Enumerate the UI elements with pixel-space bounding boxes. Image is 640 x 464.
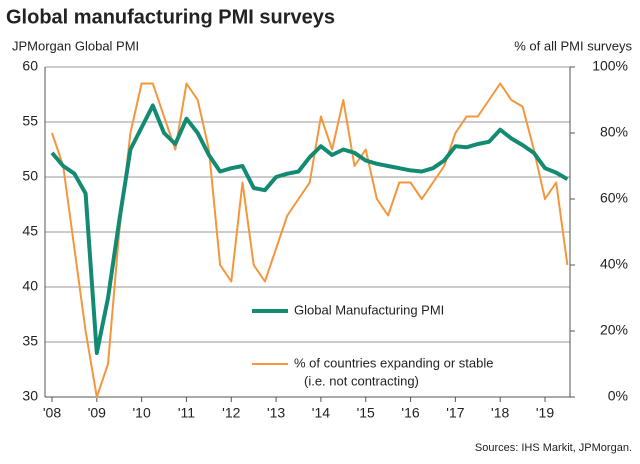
x-tick-label: '19 <box>536 405 554 421</box>
y-tick-label: 45 <box>22 223 38 239</box>
x-tick-label: '18 <box>491 405 509 421</box>
x-tick-label: '09 <box>88 405 106 421</box>
y-tick-label: 60 <box>22 58 38 74</box>
y-tick-label: 55 <box>22 113 38 129</box>
y2-tick-label: 60% <box>600 190 628 206</box>
legend-note: (i.e. not contracting) <box>304 373 419 388</box>
y2-tick-label: 80% <box>600 124 628 140</box>
y-tick-label: 35 <box>22 333 38 349</box>
x-tick-label: '08 <box>43 405 61 421</box>
y2-tick-label: 100% <box>592 58 628 74</box>
x-tick-label: '13 <box>267 405 285 421</box>
x-tick-label: '15 <box>357 405 375 421</box>
y2-tick-label: 0% <box>608 388 628 404</box>
y-tick-label: 30 <box>22 388 38 404</box>
series-line <box>51 82 569 398</box>
y2-tick-label: 20% <box>600 322 628 338</box>
series-line <box>50 103 569 355</box>
legend-label: % of countries expanding or stable <box>294 355 493 370</box>
x-tick-label: '16 <box>401 405 419 421</box>
y2-axis-label: % of all PMI surveys <box>514 38 632 53</box>
x-tick-label: '14 <box>312 405 330 421</box>
y-axis-label: JPMorgan Global PMI <box>12 38 139 53</box>
x-tick-label: '11 <box>178 405 195 421</box>
legend-label: Global Manufacturing PMI <box>294 302 444 317</box>
x-tick-label: '17 <box>446 405 464 421</box>
chart-title: Global manufacturing PMI surveys <box>6 6 335 28</box>
y-tick-label: 40 <box>22 278 38 294</box>
x-tick-label: '10 <box>133 405 151 421</box>
source: Sources: IHS Markit, JPMorgan. <box>475 442 632 454</box>
y2-tick-label: 40% <box>600 256 628 272</box>
x-tick-label: '12 <box>222 405 240 421</box>
y-tick-label: 50 <box>22 168 38 184</box>
